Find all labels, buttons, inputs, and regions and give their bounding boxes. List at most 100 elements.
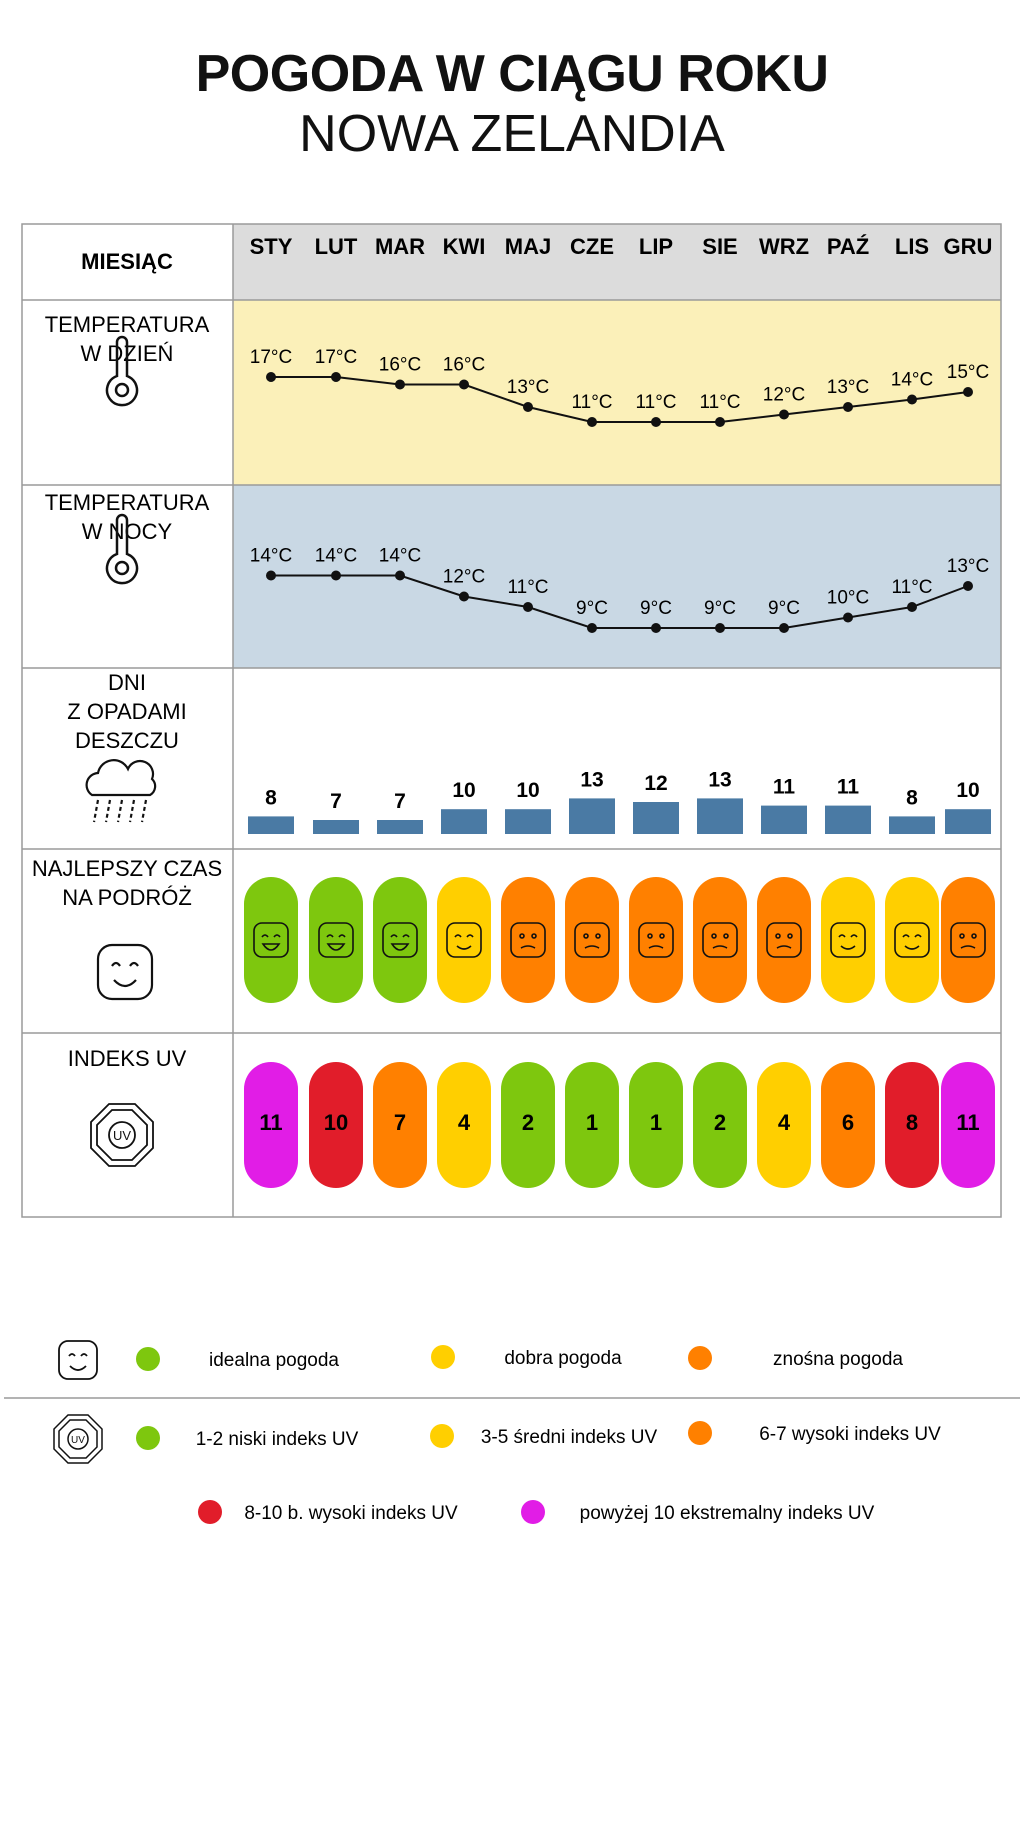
data-point bbox=[266, 372, 276, 382]
face-icon bbox=[318, 922, 354, 958]
uv-pill bbox=[373, 1062, 427, 1188]
uv-pill bbox=[437, 1062, 491, 1188]
rain-bar bbox=[697, 798, 743, 834]
svg-text:UV: UV bbox=[71, 1435, 85, 1446]
uv-value: 4 bbox=[778, 1110, 791, 1135]
legend-label: 1-2 niski indeks UV bbox=[196, 1429, 359, 1450]
uv-value: 2 bbox=[522, 1110, 534, 1135]
travel-pill bbox=[244, 877, 298, 1003]
travel-pill bbox=[757, 877, 811, 1003]
smiley-icon bbox=[58, 1340, 98, 1380]
night-temperature-line: 14°C 14°C 14°C 12°C 11°C 9°C 9°C 9°C 9°C 10°C 11°C… bbox=[250, 546, 989, 633]
legend-dot bbox=[688, 1421, 712, 1445]
rain-bar bbox=[441, 809, 487, 834]
data-label: 11°C bbox=[699, 392, 740, 413]
bar-label: 12 bbox=[644, 772, 667, 795]
face-icon bbox=[638, 922, 674, 958]
bar-label: 8 bbox=[906, 786, 918, 809]
day-temperature-line: 17°C 17°C 16°C 16°C 13°C 11°C 11°C 11°C 12°C 13°C… bbox=[250, 347, 989, 427]
data-point bbox=[907, 602, 917, 612]
legend-label: znośna pogoda bbox=[773, 1349, 903, 1370]
row-label: NA PODRÓŻ bbox=[62, 885, 192, 910]
data-point bbox=[843, 402, 853, 412]
month-header: GRU bbox=[944, 234, 993, 259]
data-point bbox=[523, 602, 533, 612]
data-label: 12°C bbox=[443, 567, 485, 588]
face-icon bbox=[950, 922, 986, 958]
uv-pill bbox=[941, 1062, 995, 1188]
thermometer-icon bbox=[105, 513, 139, 585]
face-icon bbox=[574, 922, 610, 958]
row-label: TEMPERATURA bbox=[45, 490, 210, 515]
uv-value: 11 bbox=[259, 1110, 282, 1135]
travel-pill bbox=[373, 877, 427, 1003]
rain-bar bbox=[377, 820, 423, 834]
travel-pill bbox=[693, 877, 747, 1003]
bar-label: 11 bbox=[773, 776, 796, 799]
month-header: STY bbox=[250, 234, 293, 259]
rain-bar bbox=[825, 805, 871, 834]
data-point bbox=[715, 623, 725, 633]
header-label: MIESIĄC bbox=[81, 249, 173, 274]
uv-value: 8 bbox=[906, 1110, 918, 1135]
month-header: LIP bbox=[639, 234, 673, 259]
row-label: INDEKS UV bbox=[68, 1046, 187, 1071]
bar-label: 13 bbox=[708, 768, 731, 791]
travel-pill bbox=[309, 877, 363, 1003]
bar-label: 10 bbox=[452, 779, 475, 802]
bar-label: 13 bbox=[580, 768, 603, 791]
uv-value: 11 bbox=[956, 1110, 979, 1135]
data-label: 11°C bbox=[571, 392, 612, 413]
data-point bbox=[395, 570, 405, 581]
page-title: POGODA W CIĄGU ROKU bbox=[195, 45, 829, 103]
face-icon bbox=[830, 922, 866, 958]
data-label: 14°C bbox=[379, 546, 421, 567]
face-icon bbox=[510, 922, 546, 958]
rain-cloud-icon bbox=[85, 759, 157, 823]
data-point bbox=[651, 417, 661, 427]
uv-value: 2 bbox=[714, 1110, 726, 1135]
data-point bbox=[843, 612, 853, 623]
legend-dot bbox=[430, 1424, 454, 1448]
month-headers: STY LUT MAR KWI MAJ CZE LIP SIE WRZ PAŹ LIS GRU bbox=[250, 234, 993, 259]
data-point bbox=[779, 409, 789, 420]
uv-sun-icon: UV bbox=[90, 1103, 154, 1167]
data-point bbox=[907, 394, 917, 405]
row-label: NAJLEPSZY CZAS bbox=[32, 856, 222, 881]
data-point bbox=[266, 570, 276, 581]
rain-bar bbox=[569, 798, 615, 834]
data-label: 11°C bbox=[635, 392, 676, 413]
data-point bbox=[395, 379, 405, 390]
uv-sun-icon: UV bbox=[53, 1414, 103, 1464]
legend-dot bbox=[521, 1500, 545, 1524]
travel-pill bbox=[565, 877, 619, 1003]
data-point bbox=[779, 623, 789, 633]
travel-pill bbox=[501, 877, 555, 1003]
legend-label: 8-10 b. wysoki indeks UV bbox=[244, 1503, 458, 1524]
travel-pill bbox=[629, 877, 683, 1003]
face-icon bbox=[766, 922, 802, 958]
uv-value: 1 bbox=[650, 1110, 662, 1135]
svg-text:UV: UV bbox=[113, 1128, 131, 1143]
series-line bbox=[271, 574, 969, 629]
rain-bar bbox=[945, 809, 991, 834]
row-label: TEMPERATURA bbox=[45, 312, 210, 337]
legend-label: idealna pogoda bbox=[209, 1350, 339, 1371]
uv-pill bbox=[757, 1062, 811, 1188]
uv-pill bbox=[309, 1062, 363, 1188]
data-label: 16°C bbox=[443, 355, 485, 376]
data-point bbox=[715, 417, 725, 427]
travel-pill bbox=[885, 877, 939, 1003]
month-header: WRZ bbox=[759, 234, 809, 259]
data-label: 13°C bbox=[947, 556, 989, 577]
data-label: 13°C bbox=[507, 377, 549, 398]
data-point bbox=[587, 417, 597, 427]
thermometer-icon bbox=[105, 335, 139, 407]
rain-bar bbox=[889, 816, 935, 834]
legend-dot bbox=[688, 1346, 712, 1370]
rain-bar bbox=[313, 820, 359, 834]
row-label: DESZCZU bbox=[75, 728, 179, 753]
data-label: 14°C bbox=[315, 546, 357, 567]
bar-label: 11 bbox=[837, 776, 860, 799]
